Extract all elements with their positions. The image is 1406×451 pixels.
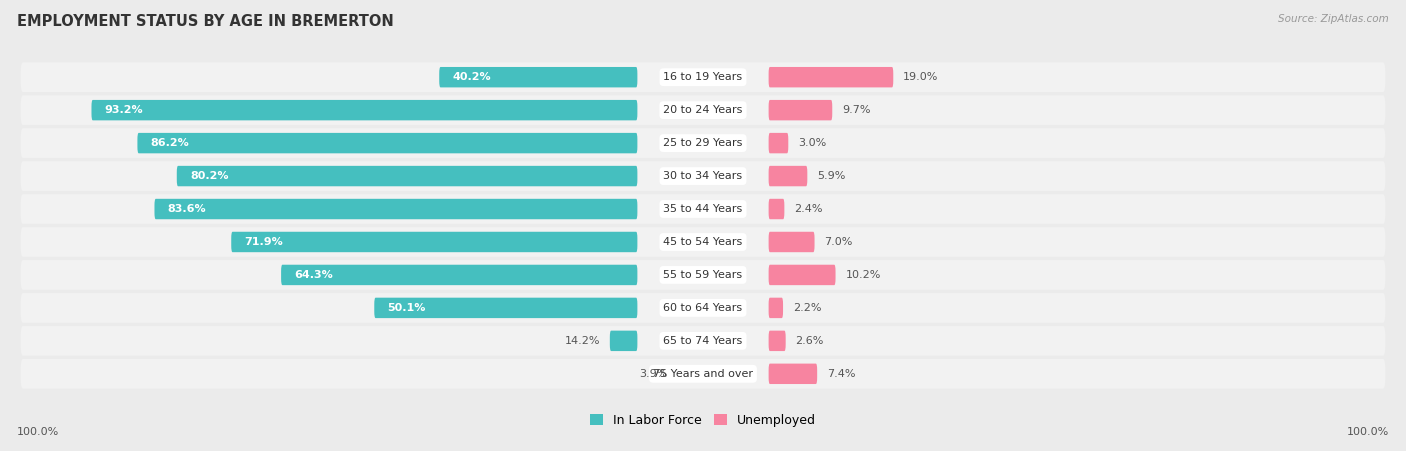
Text: 64.3%: 64.3%	[294, 270, 333, 280]
FancyBboxPatch shape	[769, 166, 807, 186]
FancyBboxPatch shape	[21, 194, 1385, 224]
FancyBboxPatch shape	[769, 331, 786, 351]
FancyBboxPatch shape	[769, 133, 789, 153]
Text: 14.2%: 14.2%	[564, 336, 600, 346]
FancyBboxPatch shape	[374, 298, 637, 318]
FancyBboxPatch shape	[21, 260, 1385, 290]
Text: 7.0%: 7.0%	[824, 237, 853, 247]
FancyBboxPatch shape	[769, 265, 835, 285]
Text: 5.9%: 5.9%	[817, 171, 845, 181]
FancyBboxPatch shape	[769, 67, 893, 87]
FancyBboxPatch shape	[439, 67, 637, 87]
Text: 75 Years and over: 75 Years and over	[652, 369, 754, 379]
Text: 80.2%: 80.2%	[190, 171, 228, 181]
Text: 10.2%: 10.2%	[845, 270, 880, 280]
Text: 45 to 54 Years: 45 to 54 Years	[664, 237, 742, 247]
Text: 3.0%: 3.0%	[799, 138, 827, 148]
FancyBboxPatch shape	[21, 359, 1385, 389]
FancyBboxPatch shape	[21, 326, 1385, 356]
FancyBboxPatch shape	[138, 133, 637, 153]
Legend: In Labor Force, Unemployed: In Labor Force, Unemployed	[585, 409, 821, 432]
Text: 25 to 29 Years: 25 to 29 Years	[664, 138, 742, 148]
Text: 20 to 24 Years: 20 to 24 Years	[664, 105, 742, 115]
FancyBboxPatch shape	[21, 128, 1385, 158]
FancyBboxPatch shape	[155, 199, 637, 219]
Text: 50.1%: 50.1%	[388, 303, 426, 313]
Text: 93.2%: 93.2%	[104, 105, 143, 115]
Text: 16 to 19 Years: 16 to 19 Years	[664, 72, 742, 82]
Text: 83.6%: 83.6%	[167, 204, 207, 214]
FancyBboxPatch shape	[177, 166, 637, 186]
Text: 100.0%: 100.0%	[1347, 428, 1389, 437]
FancyBboxPatch shape	[769, 100, 832, 120]
Text: 55 to 59 Years: 55 to 59 Years	[664, 270, 742, 280]
Text: 9.7%: 9.7%	[842, 105, 870, 115]
Text: 71.9%: 71.9%	[245, 237, 283, 247]
FancyBboxPatch shape	[769, 364, 817, 384]
Text: 3.9%: 3.9%	[640, 369, 668, 379]
FancyBboxPatch shape	[281, 265, 637, 285]
Text: 86.2%: 86.2%	[150, 138, 190, 148]
FancyBboxPatch shape	[21, 161, 1385, 191]
FancyBboxPatch shape	[91, 100, 637, 120]
Text: 60 to 64 Years: 60 to 64 Years	[664, 303, 742, 313]
Text: 65 to 74 Years: 65 to 74 Years	[664, 336, 742, 346]
Text: Source: ZipAtlas.com: Source: ZipAtlas.com	[1278, 14, 1389, 23]
FancyBboxPatch shape	[769, 199, 785, 219]
Text: 2.4%: 2.4%	[794, 204, 823, 214]
Text: 30 to 34 Years: 30 to 34 Years	[664, 171, 742, 181]
FancyBboxPatch shape	[21, 293, 1385, 323]
Text: 2.6%: 2.6%	[796, 336, 824, 346]
FancyBboxPatch shape	[231, 232, 637, 252]
FancyBboxPatch shape	[21, 227, 1385, 257]
Text: 19.0%: 19.0%	[903, 72, 938, 82]
FancyBboxPatch shape	[21, 95, 1385, 125]
Text: 35 to 44 Years: 35 to 44 Years	[664, 204, 742, 214]
FancyBboxPatch shape	[769, 298, 783, 318]
Text: 40.2%: 40.2%	[453, 72, 491, 82]
Text: 2.2%: 2.2%	[793, 303, 821, 313]
Text: EMPLOYMENT STATUS BY AGE IN BREMERTON: EMPLOYMENT STATUS BY AGE IN BREMERTON	[17, 14, 394, 28]
FancyBboxPatch shape	[769, 232, 814, 252]
Text: 7.4%: 7.4%	[827, 369, 855, 379]
Text: 100.0%: 100.0%	[17, 428, 59, 437]
FancyBboxPatch shape	[21, 62, 1385, 92]
FancyBboxPatch shape	[610, 331, 637, 351]
